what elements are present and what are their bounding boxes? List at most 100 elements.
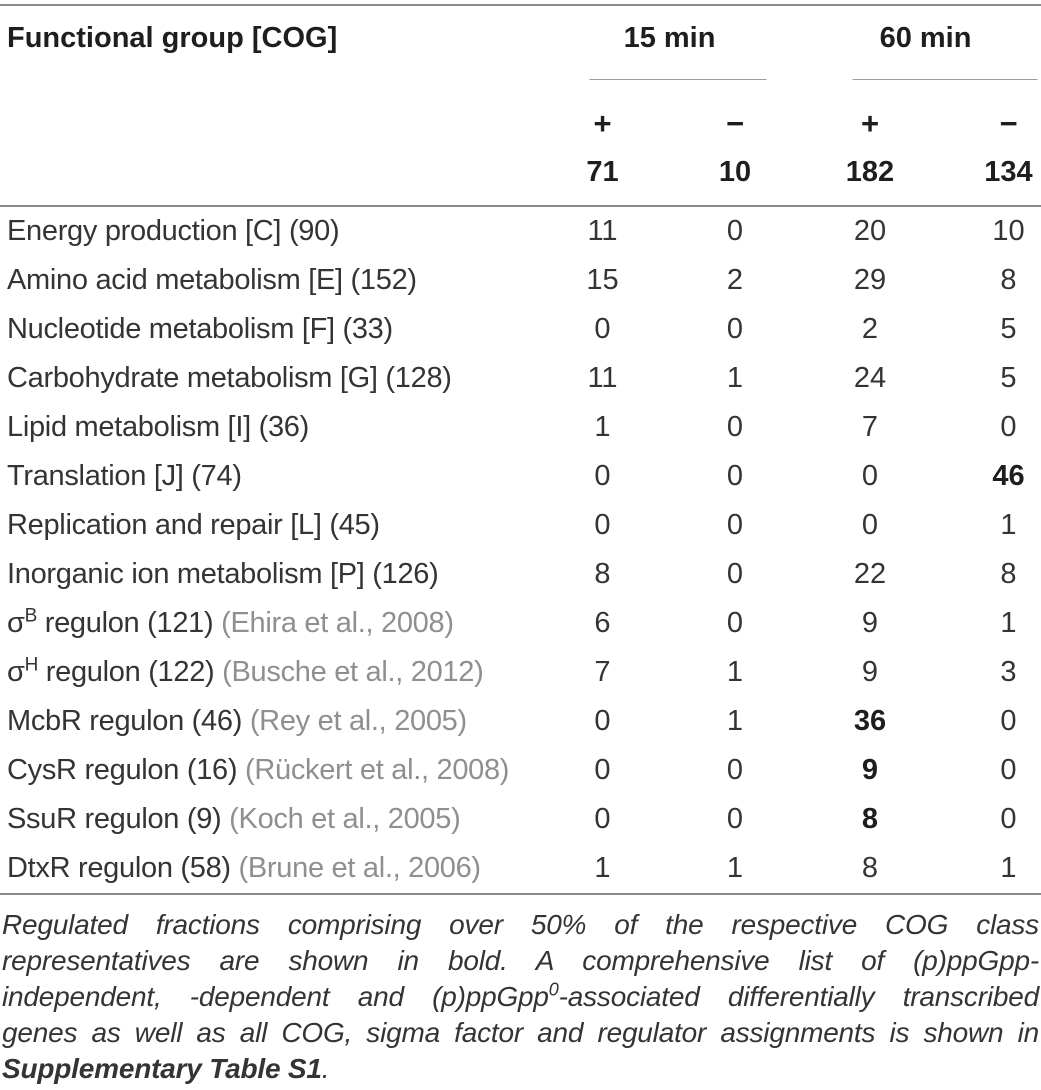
table-header: Functional group [COG] 15 min 60 min + −…: [0, 6, 1041, 207]
table-row: Amino acid metabolism [E] (152) 15 2 29 …: [0, 256, 1041, 305]
cell-value: 5: [1000, 313, 1017, 345]
cell-value: 0: [726, 803, 744, 835]
plus-header-15min: +: [593, 106, 612, 141]
header-count-row: 71 10 182 134: [0, 150, 1041, 207]
row-label: SsuR regulon (9) (Koch et al., 2005): [0, 795, 545, 844]
row-label: Translation [J] (74): [7, 460, 242, 492]
cell-value: 0: [1000, 754, 1017, 786]
table-row: Translation [J] (74) 0 0 0 46: [0, 452, 1041, 501]
row-label: σB regulon (121) (Ehira et al., 2008): [0, 599, 545, 648]
total-down-60min: 134: [930, 150, 1041, 207]
cell-value: 0: [726, 313, 744, 345]
total-up-60min: 182: [810, 150, 930, 207]
cell-value: 0: [726, 558, 744, 590]
cell-value: 29: [853, 264, 887, 296]
cell-value: 0: [594, 460, 611, 492]
cell-value: 1: [1000, 607, 1017, 639]
cell-value-bold: 36: [853, 705, 887, 737]
cog-table: Functional group [COG] 15 min 60 min + −…: [0, 6, 1041, 893]
citation-text: (Koch et al., 2005): [229, 803, 461, 835]
table-footnote: Regulated fractions comprising over 50% …: [0, 893, 1041, 1087]
row-label: Lipid metabolism [I] (36): [7, 411, 309, 443]
cell-value: 11: [587, 215, 618, 247]
footnote-line-3-pre: independent, -dependent and (p)ppGpp: [2, 981, 549, 1012]
group-60min-label: 60 min: [879, 22, 972, 54]
citation-text: (Ehira et al., 2008): [221, 607, 454, 639]
cell-value: 1: [1000, 852, 1017, 884]
cell-value-bold: 9: [861, 754, 879, 786]
total-down-15min: 10: [660, 150, 810, 207]
cell-value: 3: [1000, 656, 1017, 688]
row-label: CysR regulon (16) (Rückert et al., 2008): [0, 746, 545, 795]
cell-value: 2: [861, 313, 879, 345]
cell-value: 6: [594, 607, 611, 639]
cell-value: 9: [861, 607, 879, 639]
cell-value: 0: [594, 705, 611, 737]
cell-value: 5: [1000, 362, 1017, 394]
group-15min-label: 15 min: [623, 22, 716, 54]
plus-header-60min: +: [860, 106, 880, 141]
footnote-period: .: [321, 1053, 330, 1084]
table-row: σB regulon (121) (Ehira et al., 2008) 6 …: [0, 599, 1041, 648]
row-label: Inorganic ion metabolism [P] (126): [7, 558, 439, 590]
table-row: Carbohydrate metabolism [G] (128) 11 1 2…: [0, 354, 1041, 403]
cell-value: 0: [726, 460, 744, 492]
row-label: σH regulon (122) (Busche et al., 2012): [0, 648, 545, 697]
cell-value: 24: [853, 362, 887, 394]
row-label: Nucleotide metabolism [F] (33): [7, 313, 393, 345]
table-row: SsuR regulon (9) (Koch et al., 2005) 0 0…: [0, 795, 1041, 844]
header-title-row: Functional group [COG] 15 min 60 min: [0, 6, 1041, 207]
cell-value: 0: [726, 411, 744, 443]
cell-value: 0: [594, 754, 611, 786]
cell-value: 0: [726, 215, 744, 247]
minus-header-15min: −: [725, 106, 745, 141]
citation-text: (Busche et al., 2012): [222, 656, 484, 688]
cell-value: 0: [594, 803, 611, 835]
footnote-line-4: genes as well as all COG, sigma factor a…: [2, 1017, 1039, 1048]
cell-value: 7: [861, 411, 879, 443]
row-label-text: McbR regulon (46): [7, 705, 250, 737]
cell-value: 7: [594, 656, 611, 688]
cell-value: 1: [726, 852, 744, 884]
column-group-60min: 60 min: [810, 6, 1041, 80]
sigma-symbol: σ: [7, 607, 25, 639]
cell-value: 8: [1000, 264, 1017, 296]
cell-value: 0: [861, 460, 879, 492]
table-row: Lipid metabolism [I] (36) 1 0 7 0: [0, 403, 1041, 452]
sigma-superscript: B: [24, 605, 38, 627]
ppgpp-zero-superscript: 0: [548, 979, 559, 1000]
table-row: σH regulon (122) (Busche et al., 2012) 7…: [0, 648, 1041, 697]
cell-value: 22: [853, 558, 887, 590]
table-row: Nucleotide metabolism [F] (33) 0 0 2 5: [0, 305, 1041, 354]
citation-text: (Rey et al., 2005): [249, 705, 467, 737]
row-label: Replication and repair [L] (45): [7, 509, 380, 541]
functional-group-label: Functional group [COG]: [7, 22, 338, 54]
citation-text: (Rückert et al., 2008): [244, 754, 510, 786]
sigma-superscript: H: [24, 654, 39, 676]
group-15min-underline: [589, 79, 766, 80]
row-label-text: CysR regulon (16): [7, 754, 245, 786]
cell-value: 9: [861, 656, 879, 688]
cell-value: 1: [726, 656, 744, 688]
cell-value: 0: [726, 509, 744, 541]
cell-value: 1: [1000, 509, 1017, 541]
table-row: Replication and repair [L] (45) 0 0 0 1: [0, 501, 1041, 550]
row-label: Energy production [C] (90): [7, 215, 340, 247]
cell-value: 0: [861, 509, 879, 541]
cell-value: 2: [726, 264, 744, 296]
cell-value-bold: 46: [992, 460, 1025, 492]
footnote-line-3: independent, -dependent and (p)ppGpp0-as…: [2, 979, 1039, 1015]
cell-value: 0: [594, 313, 611, 345]
cell-value: 1: [594, 411, 611, 443]
column-header-functional-group: Functional group [COG]: [0, 6, 545, 207]
cell-value: 20: [853, 215, 887, 247]
row-label-text: DtxR regulon (58): [7, 852, 239, 884]
row-label: DtxR regulon (58) (Brune et al., 2006): [0, 844, 545, 893]
cell-value: 10: [992, 215, 1025, 247]
footnote-line-1: Regulated fractions comprising over 50% …: [2, 909, 1039, 940]
row-label-text: regulon (122): [38, 656, 223, 688]
cell-value: 1: [594, 852, 611, 884]
cell-value: 15: [586, 264, 619, 296]
cell-value-bold: 8: [861, 803, 879, 835]
